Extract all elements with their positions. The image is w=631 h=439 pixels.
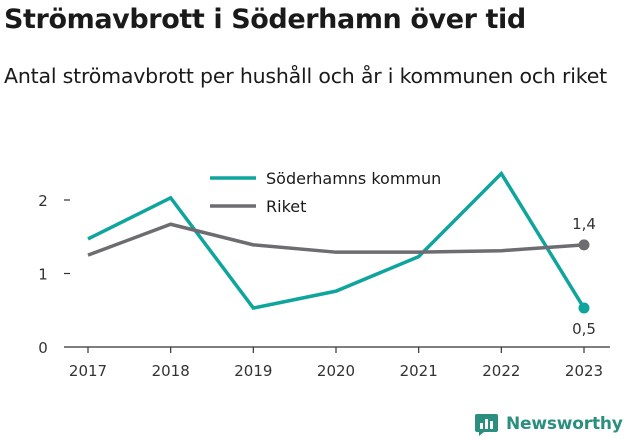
series-end-label: 0,5 xyxy=(572,320,596,338)
x-tick-label: 2019 xyxy=(234,362,272,380)
bar-chart-logo-icon xyxy=(475,413,498,436)
x-tick-label: 2021 xyxy=(400,362,438,380)
y-tick-label: 2 xyxy=(38,192,48,210)
x-tick-label: 2018 xyxy=(152,362,190,380)
x-tick-label: 2017 xyxy=(69,362,107,380)
y-tick-label: 1 xyxy=(38,266,48,284)
x-tick-label: 2020 xyxy=(317,362,355,380)
x-tick-label: 2023 xyxy=(565,362,603,380)
legend-label: Söderhamns kommun xyxy=(266,169,441,188)
y-tick-label: 0 xyxy=(38,339,48,357)
series-end-marker xyxy=(578,239,590,251)
legend-label: Riket xyxy=(266,197,306,216)
newsworthy-logo: Newsworthy xyxy=(474,409,623,439)
series-line-soderhamn xyxy=(87,170,586,310)
x-tick-label: 2022 xyxy=(482,362,520,380)
series-end-marker xyxy=(578,302,590,314)
brand-name: Newsworthy xyxy=(506,414,623,434)
series-line-riket xyxy=(87,222,585,257)
chart-subtitle: Antal strömavbrott per hushåll och år i … xyxy=(4,64,607,88)
chart-title: Strömavbrott i Söderhamn över tid xyxy=(4,4,526,35)
series-end-label: 1,4 xyxy=(572,215,596,233)
